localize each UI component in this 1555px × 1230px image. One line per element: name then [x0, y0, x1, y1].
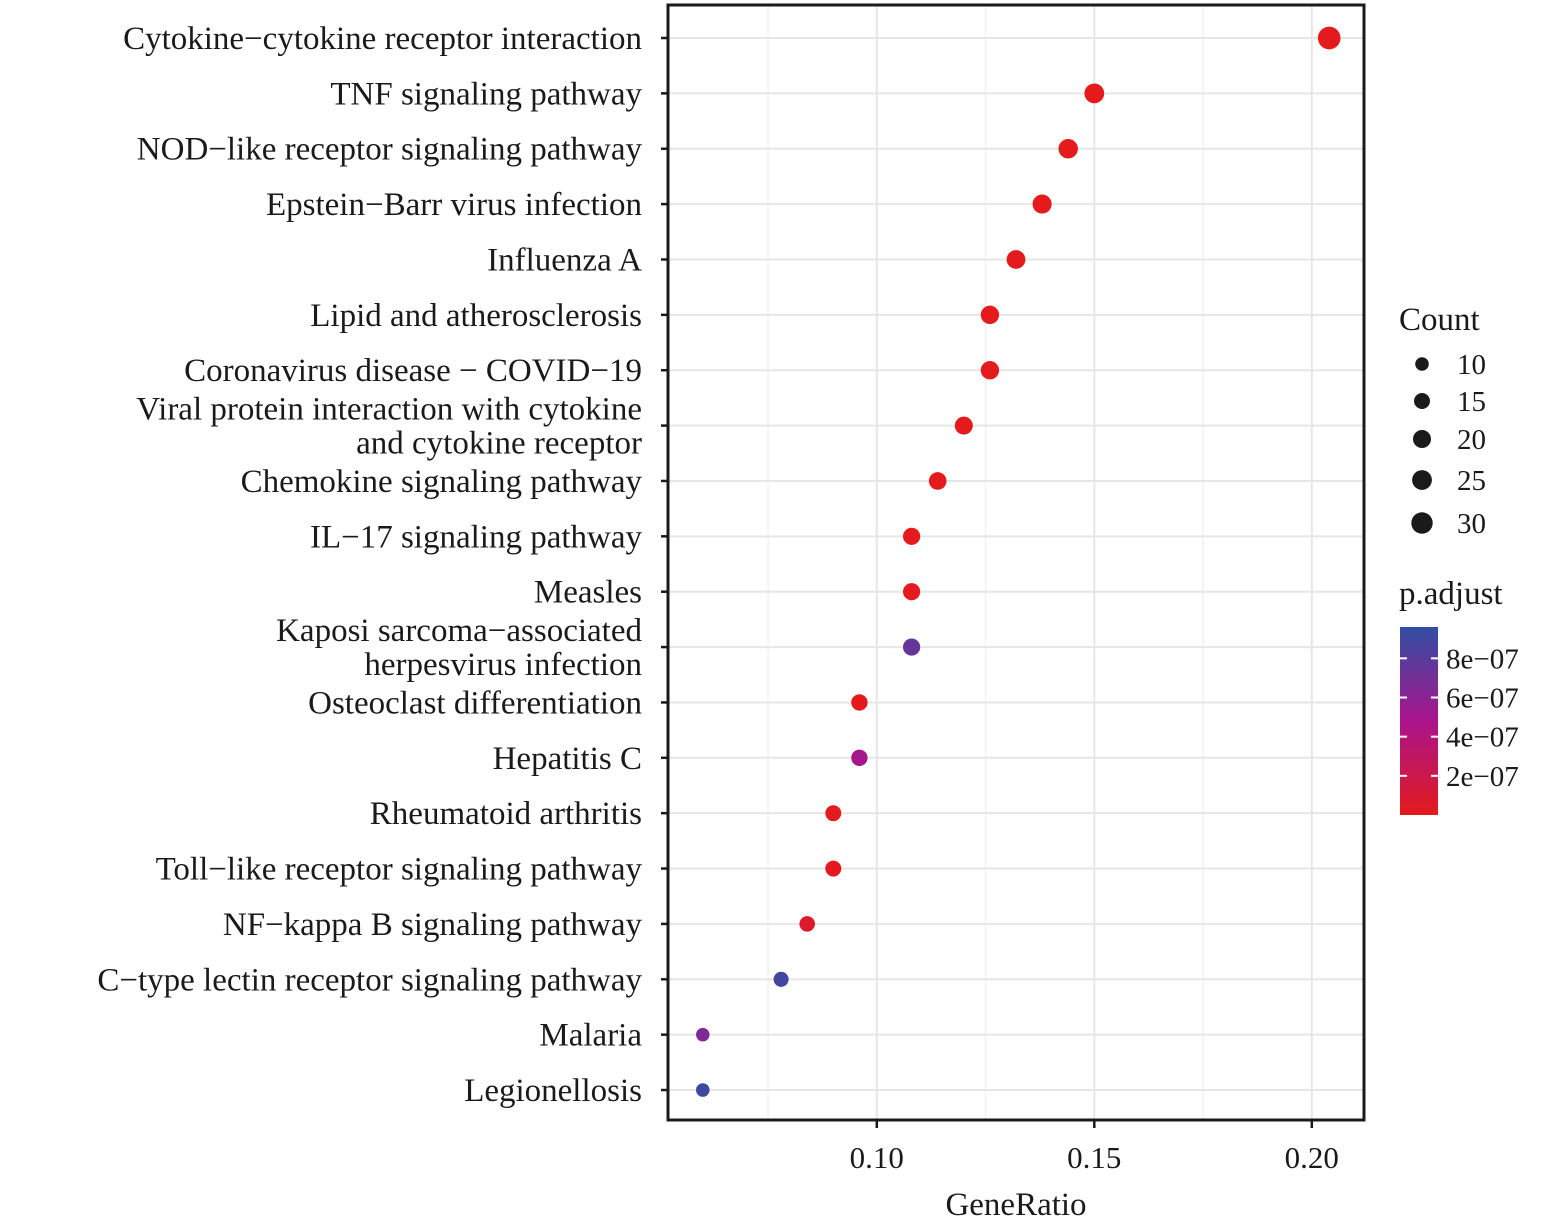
x-axis: 0.10 0.15 0.20: [850, 1120, 1339, 1175]
data-point: [825, 805, 842, 822]
data-point: [696, 1083, 710, 1097]
data-point: [980, 361, 1000, 380]
size-legend-key: [1415, 357, 1429, 371]
data-point: [799, 916, 815, 932]
panel-border: [666, 3, 1366, 1122]
size-legend-label: 30: [1457, 508, 1486, 540]
data-point: [902, 638, 921, 656]
y-axis: Cytokine−cytokine receptor interaction TN…: [97, 21, 668, 1109]
x-tick-label: 0.20: [1285, 1140, 1339, 1175]
data-point: [1032, 194, 1052, 214]
y-tick-label: Hepatitis C: [493, 741, 642, 777]
color-legend-bar: [1400, 627, 1438, 815]
data-point: [1058, 139, 1078, 159]
data-point: [851, 694, 868, 711]
size-legend-key: [1414, 393, 1430, 409]
size-legend-label: 10: [1457, 349, 1486, 381]
y-tick-label: TNF signaling pathway: [330, 76, 642, 112]
size-legend-title: Count: [1399, 302, 1480, 338]
data-point: [696, 1027, 710, 1042]
y-tick-label: NF−kappa B signaling pathway: [223, 907, 643, 943]
data-point: [773, 971, 789, 987]
y-tick-label: Lipid and atherosclerosis: [310, 298, 642, 334]
y-tick-label: Cytokine−cytokine receptor interaction: [123, 21, 642, 57]
size-legend-key: [1412, 470, 1432, 490]
data-point: [954, 416, 973, 435]
y-tick-label: Measles: [534, 575, 642, 611]
y-tick-label: Viral protein interaction with cytokine a…: [136, 392, 642, 462]
y-tick-label: Rheumatoid arthritis: [370, 796, 642, 832]
y-tick-label: IL−17 signaling pathway: [310, 519, 643, 555]
data-point: [1006, 250, 1026, 269]
y-tick-label: Influenza A: [487, 242, 642, 278]
y-tick-label: Toll−like receptor signaling pathway: [156, 852, 643, 888]
color-legend-title: p.adjust: [1399, 576, 1503, 612]
size-legend-label: 20: [1457, 424, 1486, 456]
x-axis-title: GeneRatio: [945, 1187, 1086, 1223]
color-legend: p.adjust 8e−07 6e−07 4e−07 2e−07: [1399, 576, 1519, 815]
size-legend-key: [1412, 429, 1432, 449]
size-legend-label: 15: [1457, 386, 1486, 418]
color-legend-label: 2e−07: [1446, 761, 1519, 793]
data-point: [1084, 83, 1105, 104]
data-point: [825, 860, 842, 877]
data-point: [928, 472, 947, 490]
color-legend-label: 4e−07: [1446, 722, 1519, 754]
color-legend-label: 6e−07: [1446, 683, 1519, 715]
data-point: [851, 749, 868, 767]
y-tick-label: Malaria: [539, 1018, 642, 1054]
y-tick-label: Coronavirus disease − COVID−19: [184, 353, 642, 389]
y-tick-label: Chemokine signaling pathway: [241, 464, 643, 500]
x-tick-label: 0.10: [850, 1140, 904, 1175]
y-tick-label: C−type lectin receptor signaling pathway: [97, 962, 642, 998]
y-tick-label: Legionellosis: [464, 1073, 642, 1109]
size-legend-key: [1411, 512, 1433, 534]
data-point: [902, 527, 921, 545]
y-tick-label: Kaposi sarcoma−associated herpesvirus inf…: [276, 613, 642, 683]
y-tick-label: Epstein−Barr virus infection: [266, 187, 642, 223]
data-point: [1317, 26, 1341, 50]
size-legend-label: 25: [1457, 465, 1486, 497]
x-tick-label: 0.15: [1067, 1140, 1121, 1175]
data-point: [980, 305, 1000, 325]
points-layer: [696, 26, 1341, 1097]
data-point: [902, 583, 921, 601]
y-tick-label: NOD−like receptor signaling pathway: [137, 132, 643, 168]
size-legend: Count 10 15 20 25 30: [1399, 302, 1486, 540]
grid-layer: [668, 5, 1364, 1120]
color-legend-label: 8e−07: [1446, 643, 1519, 675]
y-tick-label: Osteoclast differentiation: [308, 685, 642, 721]
